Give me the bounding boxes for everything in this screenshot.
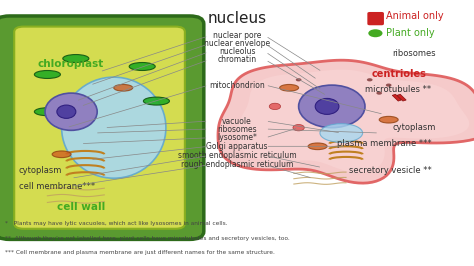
Text: ribosomes: ribosomes <box>217 124 257 134</box>
Ellipse shape <box>62 77 166 178</box>
Ellipse shape <box>57 105 76 118</box>
Ellipse shape <box>320 124 363 142</box>
Ellipse shape <box>35 108 61 116</box>
FancyBboxPatch shape <box>367 12 384 25</box>
Text: Animal only: Animal only <box>386 11 444 21</box>
Text: nuclear pore: nuclear pore <box>213 31 261 40</box>
Text: microtubules **: microtubules ** <box>365 85 431 94</box>
Circle shape <box>296 78 301 81</box>
Text: chromatin: chromatin <box>218 55 256 64</box>
Text: *   Plants may have lytic vacuoles, which act like lysosomes in animal cells.: * Plants may have lytic vacuoles, which … <box>5 221 228 226</box>
Text: centrioles: centrioles <box>372 69 427 80</box>
FancyBboxPatch shape <box>14 27 185 229</box>
Text: ribosomes: ribosomes <box>392 49 436 58</box>
Circle shape <box>386 84 392 87</box>
Text: plasma membrane ***: plasma membrane *** <box>337 139 431 148</box>
Text: cytoplasm: cytoplasm <box>19 166 63 175</box>
Text: vacuole: vacuole <box>222 117 252 126</box>
Ellipse shape <box>63 55 89 63</box>
Polygon shape <box>238 70 469 173</box>
FancyBboxPatch shape <box>0 16 204 239</box>
Ellipse shape <box>143 97 170 105</box>
Text: cytoplasm: cytoplasm <box>392 123 436 132</box>
Ellipse shape <box>308 143 327 149</box>
Ellipse shape <box>114 85 133 91</box>
Circle shape <box>293 124 304 131</box>
Text: nucleolus: nucleolus <box>219 47 255 56</box>
Circle shape <box>368 29 383 37</box>
Text: nuclear envelope: nuclear envelope <box>204 39 270 48</box>
Text: chloroplast: chloroplast <box>38 59 104 69</box>
Text: Golgi apparatus: Golgi apparatus <box>206 142 268 151</box>
Text: **  Although they’re not labelled here, plant cells have microtubules and secret: ** Although they’re not labelled here, p… <box>5 236 290 240</box>
Bar <box>392 94 401 101</box>
Ellipse shape <box>35 70 61 78</box>
Text: cell wall: cell wall <box>57 202 105 213</box>
Text: rough endoplasmic reticulum: rough endoplasmic reticulum <box>181 160 293 169</box>
Bar <box>397 94 406 101</box>
Ellipse shape <box>52 151 71 157</box>
Ellipse shape <box>129 63 155 70</box>
Ellipse shape <box>315 98 339 114</box>
Ellipse shape <box>280 85 299 91</box>
Ellipse shape <box>45 93 97 130</box>
Text: Plant only: Plant only <box>386 28 435 38</box>
Text: secretory vesicle **: secretory vesicle ** <box>348 166 431 175</box>
Text: *** Cell membrane and plasma membrane are just different names for the same stru: *** Cell membrane and plasma membrane ar… <box>5 250 274 255</box>
Ellipse shape <box>379 117 398 123</box>
Circle shape <box>367 78 373 81</box>
Polygon shape <box>218 60 474 183</box>
Text: cell membrane***: cell membrane*** <box>19 182 95 191</box>
Text: nucleus: nucleus <box>208 11 266 26</box>
Text: mitochondrion: mitochondrion <box>209 81 265 90</box>
Text: smooth endoplasmic reticulum: smooth endoplasmic reticulum <box>178 151 296 160</box>
Text: lysosome*: lysosome* <box>217 133 257 142</box>
Circle shape <box>376 92 382 95</box>
Ellipse shape <box>299 85 365 128</box>
Circle shape <box>269 103 281 110</box>
